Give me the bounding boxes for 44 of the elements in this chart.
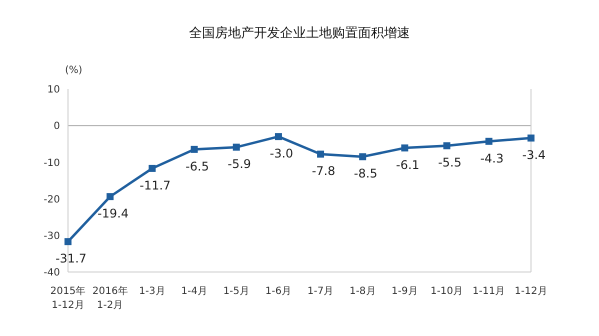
point <box>401 144 408 152</box>
point <box>317 150 324 158</box>
point <box>443 142 450 150</box>
data-label: -7.8 <box>312 164 336 178</box>
y-tick-label: 0 <box>54 121 60 132</box>
data-label: -5.5 <box>438 156 462 170</box>
data-label: -3.0 <box>270 146 294 161</box>
point <box>485 138 492 145</box>
x-tick-label: 1-3月 <box>139 286 166 297</box>
point <box>359 153 366 160</box>
x-tick-label: 1-8月 <box>349 286 376 297</box>
y-tick-label: -20 <box>44 194 60 206</box>
y-tick-label: -10 <box>44 158 60 169</box>
data-label: -8.5 <box>354 166 378 181</box>
y-axis-title: (%) <box>65 65 82 76</box>
data-label: -3.4 <box>522 148 546 162</box>
point <box>148 164 156 172</box>
point <box>64 238 72 246</box>
data-label: -31.7 <box>55 252 87 266</box>
point <box>528 134 534 142</box>
point <box>232 144 240 151</box>
y-tick-label: -40 <box>44 268 60 279</box>
x-tick-label: 1-10月 <box>430 286 464 297</box>
x-tick-label: 1-4月 <box>181 286 208 297</box>
data-label: -6.1 <box>396 158 420 172</box>
x-tick-label: 2016年 1-2月 <box>92 285 128 311</box>
data-label: -5.9 <box>228 157 252 172</box>
x-tick-label: 1-9月 <box>392 286 418 297</box>
x-tick-label: 1-11月 <box>472 286 506 297</box>
x-tick-label: 1-7月 <box>307 286 334 297</box>
x-tick-label: 1-6月 <box>265 286 292 297</box>
point <box>274 133 282 140</box>
point <box>106 193 114 200</box>
x-tick-label: 1-5月 <box>223 286 250 297</box>
x-tick-label: 1-12月 <box>514 286 548 297</box>
data-label: -11.7 <box>140 178 171 192</box>
point <box>190 146 198 153</box>
data-label: -19.4 <box>98 206 129 221</box>
chart-title: 全国房地产开发企业土地购置面积增速 <box>188 25 411 42</box>
x-tick-label: 2015年 1-12月 <box>50 285 86 311</box>
data-label: -6.5 <box>186 159 209 174</box>
data-label: -4.3 <box>480 151 504 166</box>
y-tick-label: 10 <box>47 84 60 96</box>
y-tick-label: -30 <box>44 230 60 242</box>
